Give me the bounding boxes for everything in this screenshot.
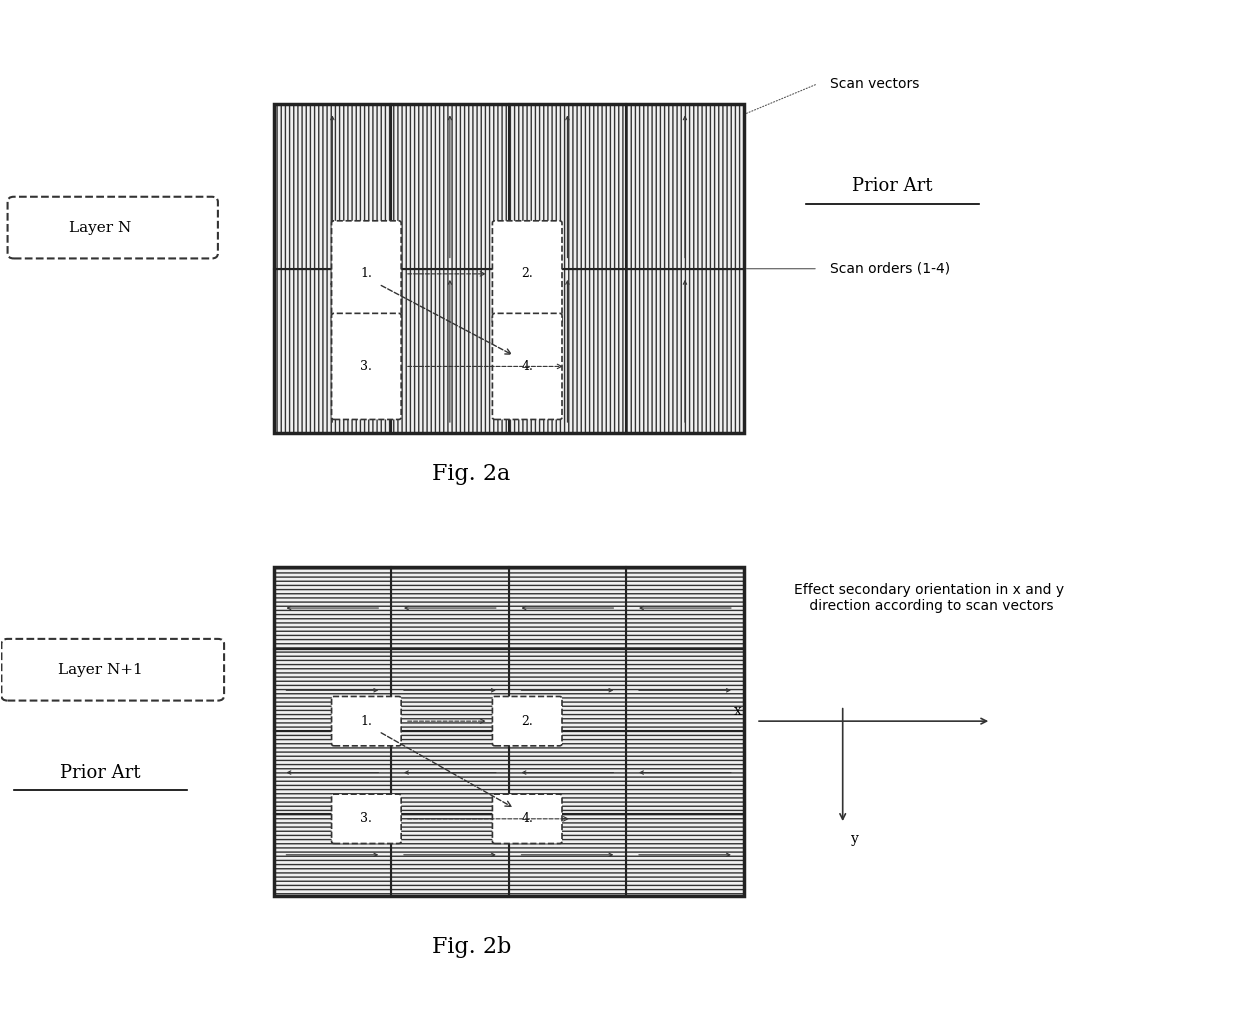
Bar bbox=[391, 104, 508, 269]
Bar bbox=[391, 813, 508, 896]
Bar bbox=[391, 731, 508, 813]
Text: 3.: 3. bbox=[361, 360, 372, 373]
Bar bbox=[508, 650, 626, 731]
Text: Prior Art: Prior Art bbox=[852, 177, 932, 196]
Text: 4.: 4. bbox=[521, 360, 533, 373]
Bar bbox=[626, 104, 744, 269]
Text: Fig. 2a: Fig. 2a bbox=[433, 463, 511, 486]
Bar bbox=[274, 813, 391, 896]
Text: 1.: 1. bbox=[361, 267, 372, 280]
FancyBboxPatch shape bbox=[331, 313, 402, 420]
Text: 2.: 2. bbox=[521, 267, 533, 280]
Bar bbox=[508, 813, 626, 896]
Text: y: y bbox=[851, 832, 859, 846]
FancyBboxPatch shape bbox=[492, 794, 562, 843]
Text: Scan orders (1-4): Scan orders (1-4) bbox=[831, 262, 950, 275]
Bar bbox=[391, 567, 508, 650]
Bar bbox=[626, 567, 744, 650]
Bar bbox=[391, 269, 508, 433]
Bar bbox=[626, 731, 744, 813]
Text: Layer N+1: Layer N+1 bbox=[58, 663, 143, 676]
Bar bbox=[508, 567, 626, 650]
Bar bbox=[508, 104, 626, 269]
FancyBboxPatch shape bbox=[331, 794, 402, 843]
FancyBboxPatch shape bbox=[492, 697, 562, 745]
Bar bbox=[274, 567, 744, 896]
Text: Scan vectors: Scan vectors bbox=[831, 76, 920, 91]
FancyBboxPatch shape bbox=[331, 221, 402, 327]
Bar bbox=[274, 104, 391, 269]
Bar bbox=[508, 269, 626, 433]
Bar bbox=[274, 269, 391, 433]
Bar bbox=[274, 104, 744, 433]
Text: 4.: 4. bbox=[521, 812, 533, 826]
FancyBboxPatch shape bbox=[492, 221, 562, 327]
Bar bbox=[626, 813, 744, 896]
Text: 3.: 3. bbox=[361, 812, 372, 826]
FancyBboxPatch shape bbox=[492, 313, 562, 420]
Text: Layer N: Layer N bbox=[69, 221, 131, 235]
FancyBboxPatch shape bbox=[331, 697, 402, 745]
Bar bbox=[508, 731, 626, 813]
Text: x: x bbox=[734, 704, 742, 718]
Bar bbox=[626, 269, 744, 433]
Text: 2.: 2. bbox=[521, 714, 533, 728]
Text: Fig. 2b: Fig. 2b bbox=[432, 936, 511, 959]
Bar bbox=[626, 650, 744, 731]
Text: Effect secondary orientation in x and y
 direction according to scan vectors: Effect secondary orientation in x and y … bbox=[795, 583, 1064, 612]
Bar bbox=[274, 731, 391, 813]
Bar bbox=[274, 650, 391, 731]
Bar bbox=[274, 567, 391, 650]
Bar bbox=[391, 650, 508, 731]
Text: 1.: 1. bbox=[361, 714, 372, 728]
FancyBboxPatch shape bbox=[1, 639, 224, 701]
FancyBboxPatch shape bbox=[7, 197, 218, 259]
Text: Prior Art: Prior Art bbox=[60, 764, 140, 781]
